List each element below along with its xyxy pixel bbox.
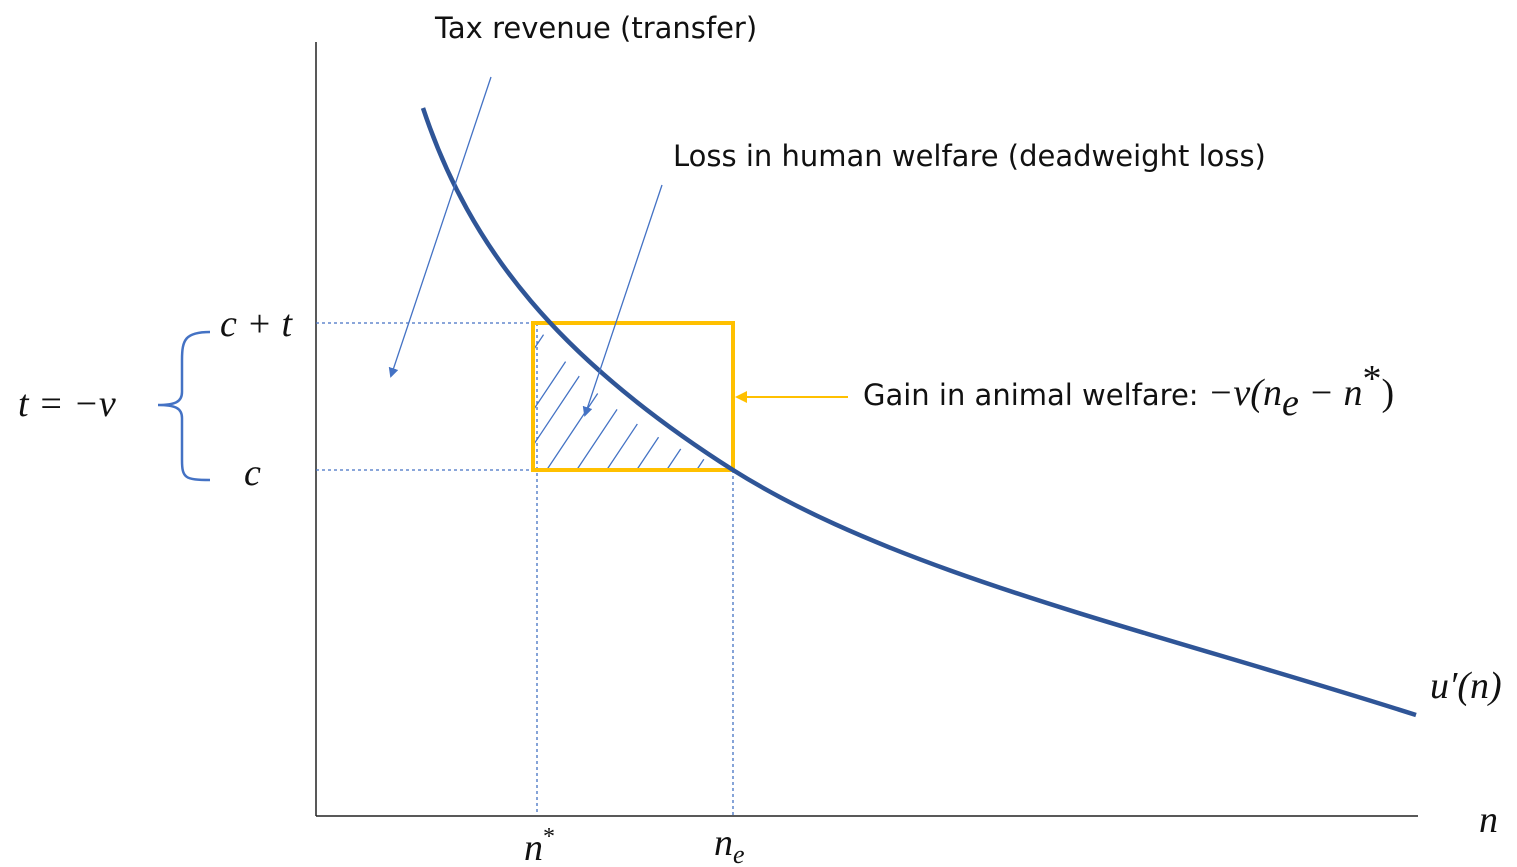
- brace: [157, 330, 211, 482]
- x-axis-label: n: [1479, 799, 1498, 841]
- n-star-label: n*: [524, 824, 555, 867]
- curve-label: u′(n): [1430, 665, 1502, 707]
- n-e-label: ne: [714, 822, 745, 867]
- n-base: n: [714, 822, 733, 864]
- label-text: Gain in animal welfare:: [863, 378, 1208, 412]
- n-sup: *: [543, 824, 555, 850]
- label-sub: e: [1282, 382, 1299, 424]
- c-plus-t-label: c + t: [220, 303, 294, 345]
- animal-welfare-box: [531, 321, 735, 472]
- tax-arrow: [388, 76, 492, 378]
- marginal-utility-curve: [420, 107, 1417, 718]
- animal-welfare-label: Gain in animal welfare: −v(ne − n*): [863, 358, 1394, 424]
- label-math: − n: [1299, 372, 1363, 414]
- label-math: −v(n: [1208, 372, 1282, 414]
- n-base: n: [524, 827, 543, 867]
- tax-revenue-label: Tax revenue (transfer): [434, 11, 757, 45]
- n-sub: e: [733, 840, 745, 867]
- label-math: ): [1381, 372, 1394, 414]
- dwl-arrow: [582, 184, 663, 417]
- t-label: t = −v: [18, 383, 116, 425]
- label-sup: *: [1362, 358, 1381, 400]
- deadweight-hatch: [535, 323, 733, 470]
- c-label: c: [244, 452, 261, 494]
- deadweight-loss-label: Loss in human welfare (deadweight loss): [673, 139, 1266, 173]
- guide-lines: [316, 322, 734, 815]
